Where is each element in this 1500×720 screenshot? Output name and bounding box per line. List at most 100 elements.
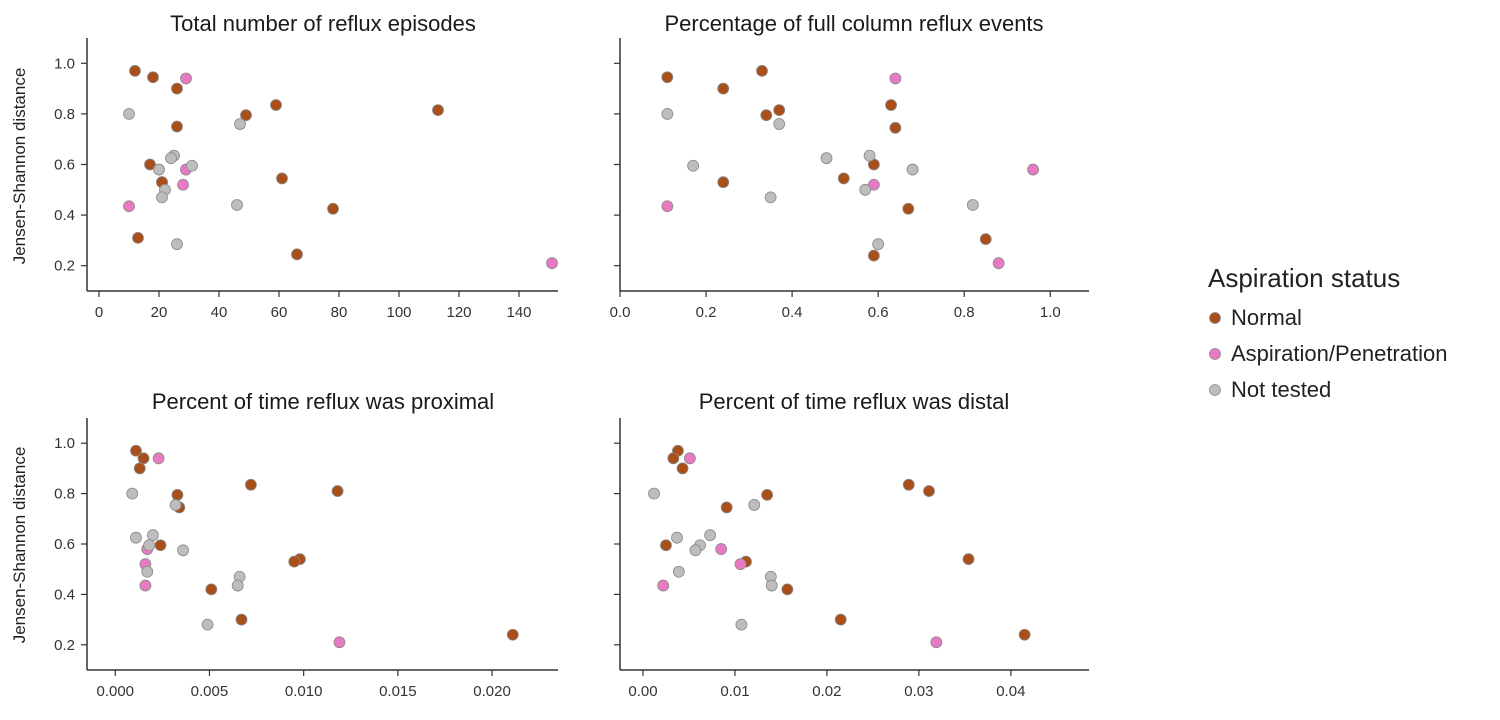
panel-1: Total number of reflux episodes 0.2 0.4 0.6… [54,11,558,321]
data-point [144,158,156,171]
data-point [546,257,558,270]
data-point [276,172,288,185]
data-point [169,499,182,511]
data-point [834,613,847,626]
data-point [863,149,876,162]
data-point [773,104,786,117]
x-tick-label: 0.4 [782,304,803,321]
data-point [154,539,167,552]
x-tick-label: 0.005 [191,683,229,700]
data-point [171,82,183,95]
legend-marker-aspiration [1209,348,1221,360]
data-point [717,176,730,189]
data-point [687,159,700,172]
data-point [761,488,774,501]
series-asp [661,72,1039,270]
data-point [764,191,777,204]
data-point [689,544,702,557]
data-point [1018,628,1031,641]
data-point [333,636,346,649]
data-point [331,485,344,497]
series-normal [129,64,444,261]
data-point [889,72,902,85]
data-point [152,452,165,465]
data-point [734,558,747,571]
y-tick-label: 0.6 [54,157,75,174]
data-point [201,618,214,631]
data-point [165,152,177,165]
data-point [137,452,150,465]
data-point [327,202,339,215]
x-tick-label: 120 [446,304,471,321]
data-point [756,64,768,77]
data-point [180,72,192,85]
data-point [139,579,152,592]
data-point [153,163,165,176]
x-tick-label: 0.01 [720,683,749,700]
legend: Aspiration status Normal Aspiration/Pene… [1208,263,1447,402]
data-point [133,462,146,475]
data-point [930,636,943,649]
x-tick-label: 0.000 [96,683,134,700]
data-point [765,579,778,592]
data-point [661,108,674,120]
data-point [992,257,1005,270]
data-point [186,159,198,172]
x-tick-label: 0.6 [868,304,889,321]
panel-title: Percent of time reflux was distal [699,389,1010,414]
x-tick-label: 0.04 [996,683,1025,700]
data-point [781,583,794,596]
data-point [123,108,135,120]
data-point [683,452,696,465]
series-normal [130,444,519,641]
data-point [234,118,246,130]
series-nt [126,487,246,631]
y-tick-label: 0.8 [54,486,75,503]
data-point [735,618,748,631]
x-tick-label: 100 [386,304,411,321]
data-point [288,555,301,568]
y-tick-label: 0.2 [54,258,75,275]
panel-title: Total number of reflux episodes [170,11,476,36]
data-point [748,499,761,511]
series-nt [123,108,246,251]
x-tick-label: 140 [506,304,531,321]
data-point [906,163,919,176]
data-point [147,529,159,542]
data-point [235,613,248,626]
y-axis-label-bottom: Jensen-Shannon distance [10,447,29,644]
data-point [177,544,189,557]
data-point [867,178,880,191]
y-tick-label: 0.8 [54,106,75,123]
x-tick-label: 0 [95,304,103,321]
x-tick-label: 60 [271,304,288,321]
data-point [667,452,680,465]
x-tick-label: 20 [151,304,168,321]
panel-2: Percentage of full column reflux events 0… [610,11,1089,321]
data-point [773,118,786,130]
x-tick-label: 0.8 [954,304,975,321]
data-point [867,249,880,262]
data-point [671,531,683,544]
data-point [720,501,733,514]
data-point [171,238,183,251]
data-point [156,191,168,204]
data-point [132,231,144,244]
data-point [715,543,728,555]
data-point [962,553,975,566]
panel-4: Percent of time reflux was distal 0.00 0.0… [614,389,1089,700]
data-point [171,120,183,133]
data-point [123,200,135,213]
data-point [837,172,850,185]
legend-marker-not-tested [1209,384,1221,396]
data-point [130,531,142,544]
data-point [245,478,257,491]
data-point [902,478,915,491]
data-point [966,199,979,211]
data-point [661,200,674,213]
data-point [760,109,773,122]
x-tick-label: 80 [331,304,348,321]
series-nt [661,108,979,251]
